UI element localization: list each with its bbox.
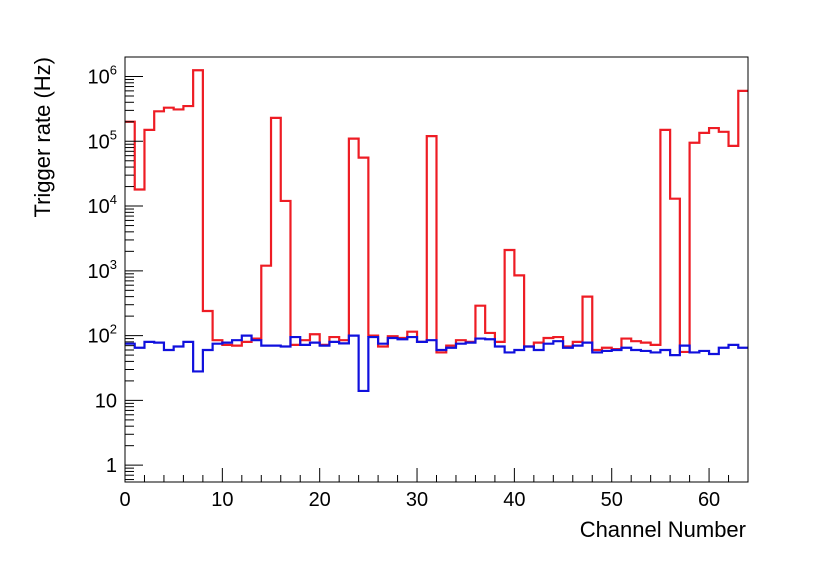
x-tick-label: 0 — [119, 489, 130, 511]
y-tick-label: 106 — [88, 63, 117, 89]
y-tick-label: 105 — [88, 127, 117, 153]
y-tick-label: 1 — [106, 455, 117, 477]
x-tick-label: 10 — [211, 489, 233, 511]
x-tick-label: 40 — [503, 489, 525, 511]
y-tick-label: 103 — [88, 257, 117, 283]
y-axis-title: Trigger rate (Hz) — [30, 57, 55, 218]
x-tick-label: 60 — [698, 489, 720, 511]
y-tick-label: 102 — [88, 322, 117, 348]
x-axis-title: Channel Number — [580, 517, 746, 542]
x-tick-label: 30 — [406, 489, 428, 511]
y-tick-label: 10 — [95, 390, 117, 412]
axis-layer: 0 10 20 30 40 50 60 1 10 102 103 104 105 106 — [88, 63, 749, 511]
x-tick-label: 50 — [601, 489, 623, 511]
series-line-2 — [125, 334, 748, 393]
x-tick-label: 20 — [309, 489, 331, 511]
y-tick-label: 104 — [88, 192, 117, 218]
series-line-1 — [125, 69, 748, 354]
series-layer — [125, 69, 748, 393]
